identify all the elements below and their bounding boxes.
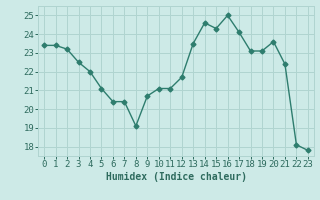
- X-axis label: Humidex (Indice chaleur): Humidex (Indice chaleur): [106, 172, 246, 182]
